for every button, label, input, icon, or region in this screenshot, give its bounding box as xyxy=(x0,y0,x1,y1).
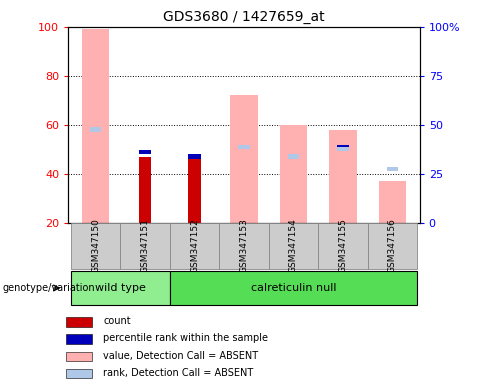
Bar xyxy=(337,145,349,149)
Bar xyxy=(318,223,368,269)
Bar xyxy=(71,271,170,305)
Text: wild type: wild type xyxy=(95,283,146,293)
Bar xyxy=(139,157,151,223)
Text: value, Detection Call = ABSENT: value, Detection Call = ABSENT xyxy=(103,351,258,361)
Text: GSM347154: GSM347154 xyxy=(289,218,298,273)
Bar xyxy=(329,130,357,223)
Bar xyxy=(66,317,92,327)
Bar xyxy=(139,149,151,154)
Bar xyxy=(230,95,258,223)
Text: rank, Detection Call = ABSENT: rank, Detection Call = ABSENT xyxy=(103,368,253,378)
Text: GSM347151: GSM347151 xyxy=(141,218,149,273)
Bar xyxy=(66,351,92,361)
Bar xyxy=(337,147,349,151)
Bar xyxy=(90,127,102,132)
Text: percentile rank within the sample: percentile rank within the sample xyxy=(103,333,268,343)
Bar xyxy=(287,154,299,159)
Text: GSM347155: GSM347155 xyxy=(339,218,347,273)
Bar xyxy=(170,271,417,305)
Text: GSM347150: GSM347150 xyxy=(91,218,100,273)
Bar xyxy=(82,29,109,223)
Bar xyxy=(238,145,250,149)
Text: GSM347152: GSM347152 xyxy=(190,218,199,273)
Text: GSM347156: GSM347156 xyxy=(388,218,397,273)
Bar xyxy=(120,223,170,269)
Bar xyxy=(368,223,417,269)
Text: genotype/variation: genotype/variation xyxy=(2,283,95,293)
Bar xyxy=(269,223,318,269)
Bar xyxy=(170,223,219,269)
Text: count: count xyxy=(103,316,131,326)
Bar xyxy=(188,159,201,223)
Text: GSM347153: GSM347153 xyxy=(240,218,248,273)
Text: calreticulin null: calreticulin null xyxy=(251,283,336,293)
Bar xyxy=(219,223,269,269)
Bar xyxy=(71,223,120,269)
Bar xyxy=(188,154,201,159)
Bar xyxy=(379,181,406,223)
Bar xyxy=(238,145,250,149)
Bar xyxy=(66,334,92,344)
Bar xyxy=(66,369,92,379)
Title: GDS3680 / 1427659_at: GDS3680 / 1427659_at xyxy=(163,10,325,25)
Bar xyxy=(386,167,398,171)
Bar xyxy=(280,125,307,223)
